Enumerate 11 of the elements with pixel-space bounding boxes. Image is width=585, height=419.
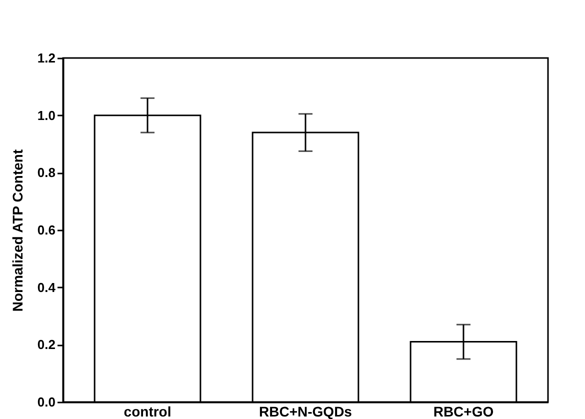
y-tick-label: 0.2 (37, 337, 56, 352)
y-tick-label: 1.2 (37, 50, 56, 66)
y-tick-label: 0.0 (37, 394, 56, 410)
y-tick-label: 0.8 (37, 165, 56, 180)
x-tick-label: RBC+GO (433, 404, 494, 419)
y-tick-label: 0.4 (37, 280, 56, 295)
y-axis-title: Normalized ATP Content (9, 149, 26, 312)
y-tick-label: 0.6 (37, 222, 56, 238)
x-tick-label: control (124, 404, 172, 419)
x-tick-label: RBC+N-GQDs (259, 404, 352, 419)
y-tick-label: 1.0 (37, 108, 56, 123)
